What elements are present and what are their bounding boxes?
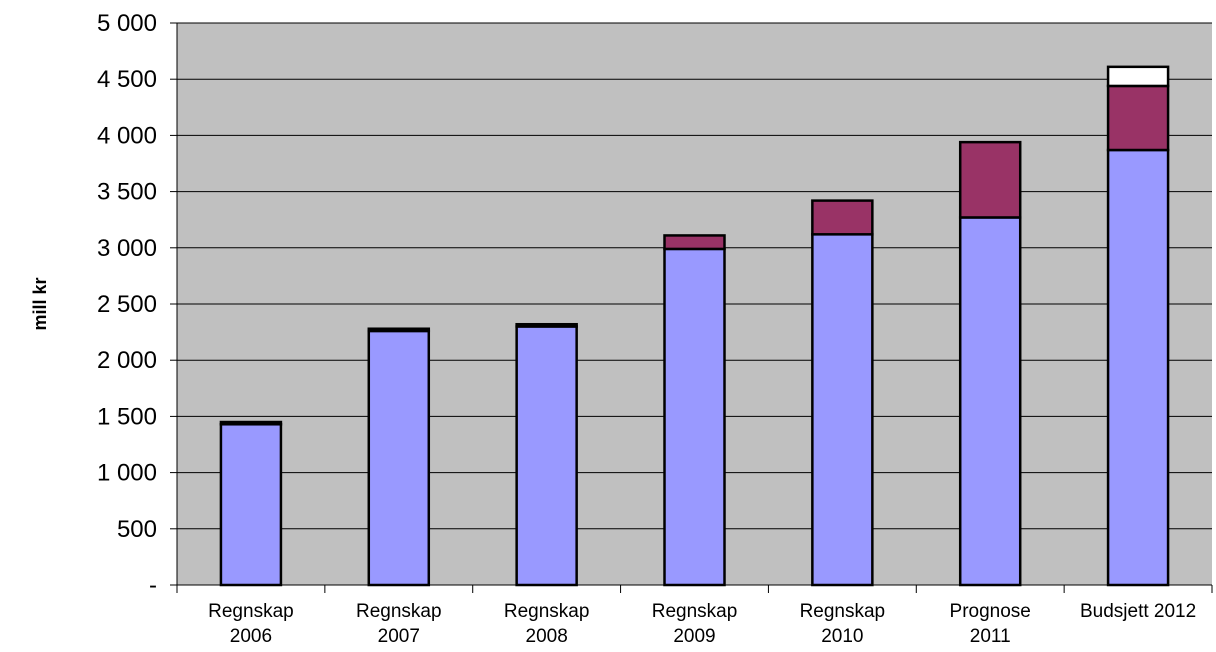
x-axis-tick-labels: Regnskap 2006 Regnskap 2007 Regnskap 2008 Regn… — [208, 601, 1196, 647]
x-tick-label: Regnskap 2007 — [356, 601, 442, 647]
y-tick-label: 4 500 — [97, 66, 157, 93]
x-tick-label: Prognose 2011 — [950, 601, 1031, 647]
y-tick-label: 1 000 — [97, 460, 157, 487]
bar-segment — [1106, 84, 1170, 152]
bar-segment — [811, 233, 874, 587]
bar-segment — [515, 325, 578, 587]
y-tick-label: 5 000 — [97, 10, 157, 37]
y-tick-label: 3 500 — [97, 179, 157, 206]
bar-segment — [1106, 65, 1170, 88]
bar-segment — [219, 423, 283, 587]
bar-segment — [515, 322, 578, 328]
y-tick-label: 4 000 — [97, 122, 157, 149]
bar-segment — [367, 329, 431, 587]
bar-segment — [958, 140, 1022, 219]
y-tick-label: 3 000 — [97, 235, 157, 262]
y-tick-label: 500 — [117, 516, 157, 543]
axes — [170, 22, 1213, 593]
x-tick-label: Regnskap 2008 — [504, 601, 590, 647]
y-axis-label: mill kr — [30, 277, 50, 330]
y-tick-label: 2 500 — [97, 291, 157, 318]
y-tick-label: - — [149, 572, 157, 599]
bar-segment — [219, 420, 283, 426]
bar-segment — [958, 216, 1022, 587]
bar-segment — [811, 199, 874, 236]
y-tick-label: 2 000 — [97, 347, 157, 374]
x-tick-label: Budsjett 2012 — [1080, 601, 1196, 622]
bar-segment — [663, 247, 726, 587]
bar-segment — [663, 234, 726, 251]
bar-segment — [1106, 148, 1170, 587]
bars — [219, 65, 1170, 587]
y-tick-label: 1 500 — [97, 403, 157, 430]
bar-segment — [367, 327, 431, 333]
y-axis-tick-labels: - 500 1 000 1 500 2 000 2 500 3 000 3 500 4 000 4… — [97, 10, 157, 599]
x-tick-label: Regnskap 2009 — [652, 601, 738, 647]
x-tick-label: Regnskap 2010 — [800, 601, 886, 647]
x-tick-label: Regnskap 2006 — [208, 601, 294, 647]
